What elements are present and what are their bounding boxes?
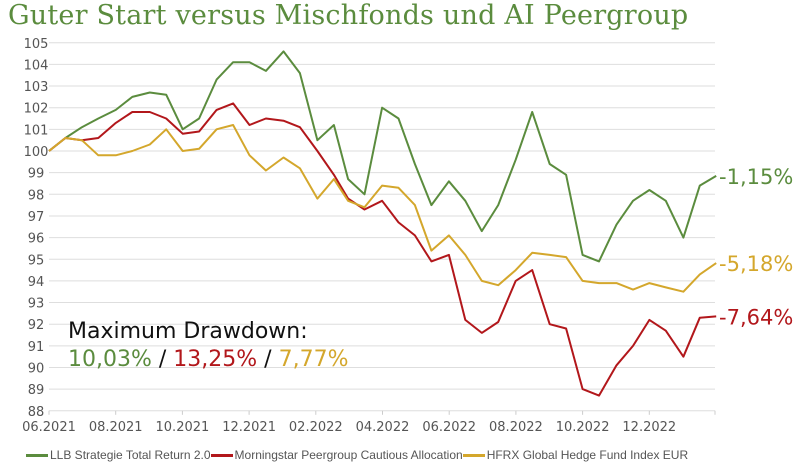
y-tick-label: 105 [24, 37, 49, 52]
legend-label: Morningstar Peergroup Cautious Allocatio… [234, 448, 463, 462]
chart-title: Guter Start versus Mischfonds und AI Pee… [8, 0, 689, 31]
x-axis: 06.2021 08.2021 10.2021 12.2021 02.2022 04.20… [22, 410, 716, 435]
legend-swatch [462, 453, 485, 457]
series-line [48, 124, 717, 293]
end-labels: -1,15% -7,64% -5,18% [719, 165, 793, 330]
y-tick-label: 96 [28, 232, 45, 247]
y-tick-label: 100 [24, 145, 49, 160]
y-tick-label: 91 [28, 340, 45, 355]
x-tick-label: 08.2022 [489, 420, 543, 435]
y-tick-label: 97 [28, 210, 45, 225]
legend-swatch [26, 453, 48, 457]
drawdown-separator: / [151, 347, 174, 372]
x-tick-label: 06.2021 [22, 420, 76, 435]
drawdown-hfrx: 7,77% [278, 347, 349, 372]
y-tick-label: 92 [28, 318, 45, 333]
x-tick-label: 02.2022 [289, 420, 343, 435]
y-tick-label: 103 [24, 80, 49, 95]
x-tick-label: 10.2021 [156, 420, 210, 435]
y-tick-label: 104 [24, 58, 49, 73]
series-lines [48, 50, 717, 397]
end-value-label: -7,64% [719, 305, 793, 329]
max-drawdown-annotation: Maximum Drawdown: 10,03% / 13,25% / 7,77… [68, 318, 348, 374]
legend-item-llb: LLB Strategie Total Return 2.0 [26, 448, 211, 462]
y-tick-label: 95 [28, 253, 45, 268]
legend: LLB Strategie Total Return 2.0 Morningst… [26, 448, 688, 462]
y-tick-label: 88 [28, 405, 45, 420]
drawdown-llb: 10,03% [68, 347, 152, 372]
series-line [48, 102, 717, 397]
legend-label: HFRX Global Hedge Fund Index EUR [486, 448, 689, 462]
x-tick-label: 08.2021 [89, 420, 143, 435]
legend-swatch [210, 453, 233, 457]
y-tick-label: 94 [28, 275, 45, 290]
x-tick-label: 04.2022 [356, 420, 410, 435]
y-tick-label: 98 [28, 188, 45, 203]
y-axis: 105 104 103 102 101 100 99 98 97 96 95 94 93 92 91 90 89… [24, 37, 49, 420]
end-value-label: -1,15% [719, 165, 793, 189]
end-value-label: -5,18% [719, 252, 793, 276]
y-tick-label: 102 [24, 102, 49, 117]
y-tick-label: 101 [24, 123, 49, 138]
x-tick-label: 12.2022 [622, 420, 676, 435]
series-line [48, 50, 717, 263]
x-tick-label: 12.2021 [222, 420, 276, 435]
x-tick-label: 06.2022 [422, 420, 476, 435]
drawdown-morningstar: 13,25% [173, 347, 258, 372]
y-tick-label: 99 [28, 167, 45, 182]
gridlines [49, 42, 715, 412]
legend-item-morningstar: Morningstar Peergroup Cautious Allocatio… [210, 448, 463, 462]
y-tick-label: 93 [28, 297, 45, 312]
drawdown-separator: / [257, 347, 279, 372]
legend-label: LLB Strategie Total Return 2.0 [50, 448, 211, 462]
legend-item-hfrx: HFRX Global Hedge Fund Index EUR [462, 448, 689, 462]
x-tick-label: 10.2022 [556, 420, 610, 435]
y-tick-label: 90 [28, 362, 45, 377]
max-drawdown-heading: Maximum Drawdown: [68, 319, 308, 344]
y-tick-label: 89 [28, 383, 45, 398]
